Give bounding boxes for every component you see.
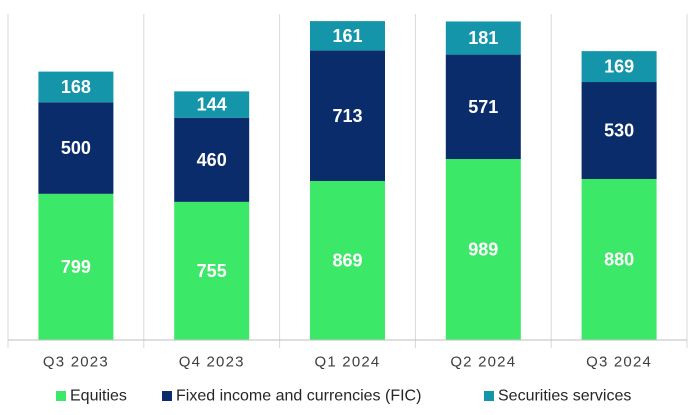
bar-securities-services-q3-2024 [581, 51, 657, 83]
bar-fixed-income-and-currencies-fic-q3-2024 [581, 82, 657, 179]
bar-securities-services-q2-2024 [445, 21, 521, 55]
x-tick-label-q3-2023: Q3 2023 [43, 354, 109, 371]
legend-label-securities-services: Securities services [498, 388, 631, 405]
legend-swatch-equities [56, 391, 66, 401]
data-label-fixed-income-and-currencies-fic-q1-2024: 713 [332, 106, 362, 126]
legend: Equities Fixed income and currencies (FIC… [56, 388, 631, 405]
data-label-equities-q2-2024: 989 [468, 240, 498, 260]
data-label-securities-services-q4-2023: 144 [197, 95, 227, 115]
legend-label-fixed-income-and-currencies-fic: Fixed income and currencies (FIC) [176, 388, 421, 405]
bar-equities-q3-2024 [581, 179, 657, 340]
bars-group [38, 21, 657, 340]
data-label-fixed-income-and-currencies-fic-q2-2024: 571 [468, 97, 498, 117]
data-label-securities-services-q3-2023: 168 [61, 77, 91, 97]
data-label-equities-q3-2024: 880 [604, 250, 634, 270]
legend-swatch-fixed-income-and-currencies-fic [162, 391, 172, 401]
x-tick-label-q3-2024: Q3 2024 [586, 354, 652, 371]
bar-fixed-income-and-currencies-fic-q3-2023 [38, 102, 114, 194]
x-tick-label-q1-2024: Q1 2024 [315, 354, 381, 371]
data-label-equities-q1-2024: 869 [332, 251, 362, 271]
data-label-equities-q3-2023: 799 [61, 257, 91, 277]
data-labels-group: 799 500 168 755 460 144 869 713 161 989 571 181 880 5… [61, 26, 634, 281]
x-tick-labels: Q3 2023 Q4 2023 Q1 2024 Q2 2024 Q3 2024 [43, 354, 652, 371]
bar-equities-q2-2024 [445, 159, 521, 340]
data-label-securities-services-q3-2024: 169 [604, 57, 634, 77]
data-label-securities-services-q1-2024: 161 [332, 26, 362, 46]
data-label-fixed-income-and-currencies-fic-q3-2023: 500 [61, 138, 91, 158]
x-tick-label-q4-2023: Q4 2023 [179, 354, 245, 371]
x-tick-label-q2-2024: Q2 2024 [450, 354, 516, 371]
bar-fixed-income-and-currencies-fic-q4-2023 [174, 117, 250, 202]
data-label-equities-q4-2023: 755 [197, 261, 227, 281]
data-label-fixed-income-and-currencies-fic-q4-2023: 460 [197, 150, 227, 170]
bar-equities-q4-2023 [174, 201, 250, 340]
bar-equities-q3-2023 [38, 193, 114, 340]
legend-swatch-securities-services [484, 391, 494, 401]
bar-securities-services-q4-2023 [174, 91, 250, 118]
bar-fixed-income-and-currencies-fic-q2-2024 [445, 54, 521, 160]
bar-securities-services-q3-2023 [38, 71, 114, 103]
bar-securities-services-q1-2024 [310, 21, 385, 51]
legend-label-equities: Equities [70, 388, 127, 405]
data-label-securities-services-q2-2024: 181 [468, 28, 498, 48]
category-separators [7, 14, 688, 348]
bar-equities-q1-2024 [310, 181, 385, 340]
data-label-fixed-income-and-currencies-fic-q3-2024: 530 [604, 121, 634, 141]
bar-fixed-income-and-currencies-fic-q1-2024 [310, 50, 385, 182]
